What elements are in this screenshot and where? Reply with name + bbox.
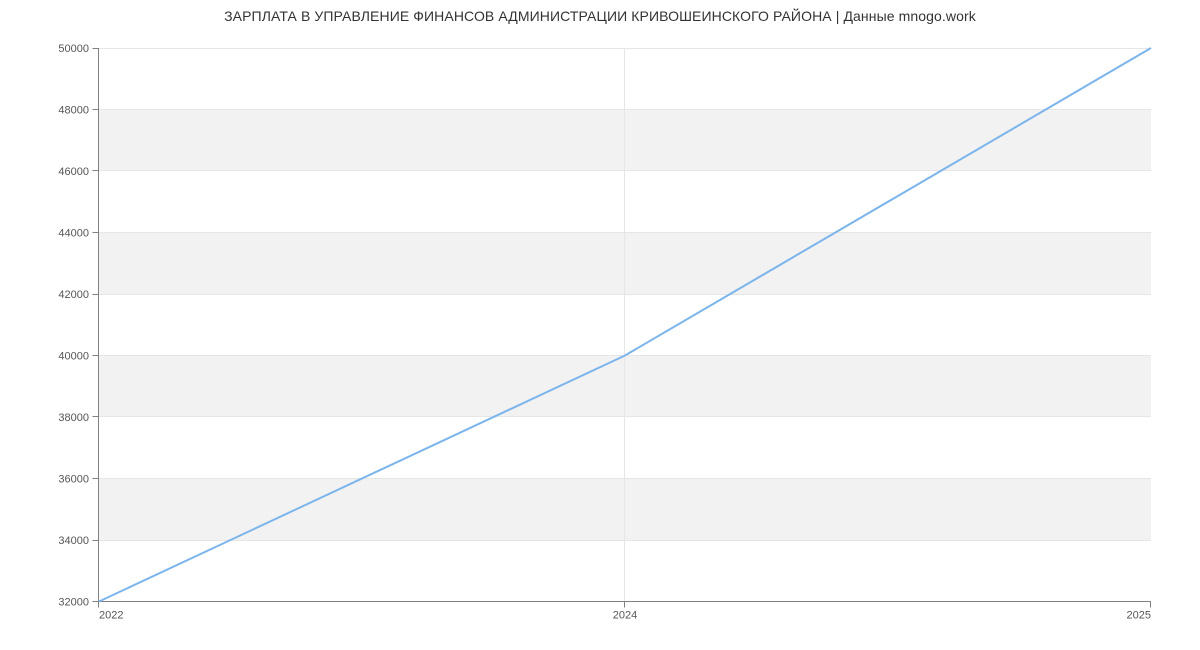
svg-text:48000: 48000 (58, 105, 89, 117)
svg-text:2024: 2024 (613, 610, 637, 622)
svg-text:2022: 2022 (99, 610, 123, 622)
svg-text:32000: 32000 (58, 597, 89, 609)
svg-text:38000: 38000 (58, 412, 89, 424)
svg-text:2025: 2025 (1127, 610, 1151, 622)
svg-text:50000: 50000 (58, 43, 89, 55)
svg-text:36000: 36000 (58, 474, 89, 486)
svg-text:44000: 44000 (58, 228, 89, 240)
svg-text:40000: 40000 (58, 351, 89, 363)
svg-text:46000: 46000 (58, 166, 89, 178)
svg-text:42000: 42000 (58, 289, 89, 301)
svg-text:34000: 34000 (58, 535, 89, 547)
